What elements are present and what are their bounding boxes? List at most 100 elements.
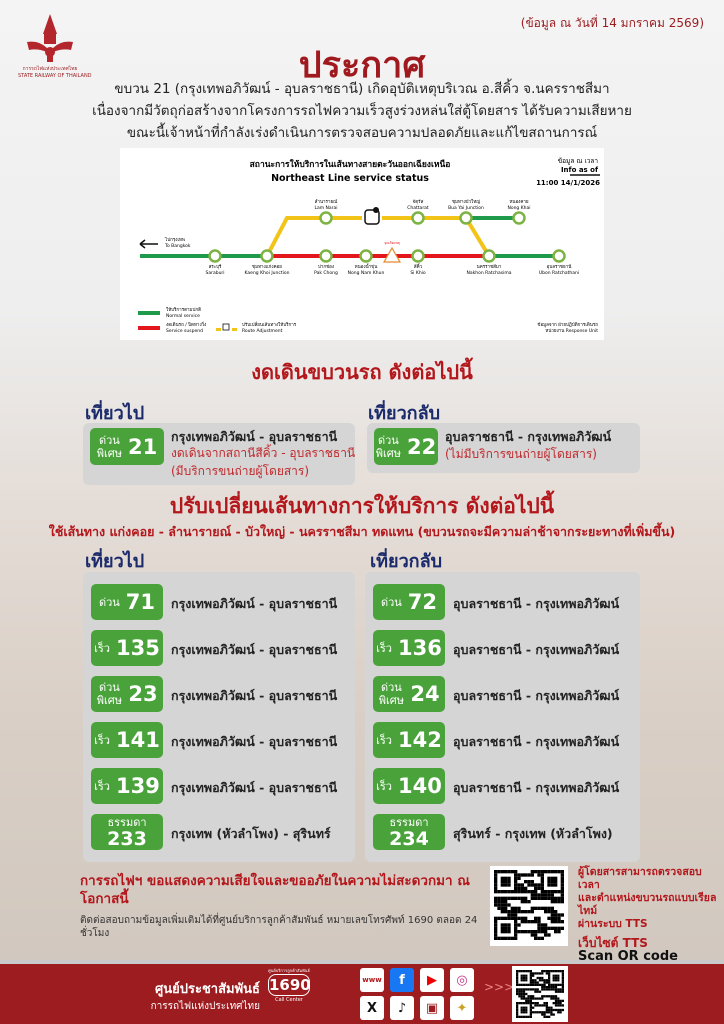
page-title: ประกาศ	[298, 44, 426, 85]
station-label-th: ชุมทางแก่งคอย	[252, 264, 282, 270]
footer: ศูนย์ประชาสัมพันธ์ การรถไฟแห่งประเทศไทย …	[0, 960, 724, 1024]
www-icon[interactable]: www	[360, 968, 384, 992]
train-number: 233	[107, 827, 147, 850]
train-row: ธรรมดา 233 กรุงเทพ (หัวลำโพง) - สุรินทร์	[83, 814, 355, 852]
train-row: เร็ว 136 อุบลราชธานี - กรุงเทพอภิวัฒน์	[365, 630, 640, 668]
train-row: ด่วนพิเศษ 24 อุบลราชธานี - กรุงเทพอภิวัฒน์	[365, 676, 640, 714]
train-note: งดเดินจากสถานีสีคิ้ว - อุบลราชธานี	[171, 446, 356, 460]
train-note: (ไม่มีบริการขนถ่ายผู้โดยสาร)	[445, 447, 597, 461]
train-badge: ด่วนพิเศษ 24	[373, 676, 445, 712]
train-route: กรุงเทพอภิวัฒน์ - อุบลราชธานี	[171, 734, 338, 749]
train-route: กรุงเทพอภิวัฒน์ - อุบลราชธานี	[171, 688, 338, 703]
station-label-th: ชุมทางบัวใหญ่	[452, 199, 480, 205]
station-label-en: Saraburi	[205, 270, 224, 276]
reroute-outbound-label: เที่ยวไป	[85, 551, 145, 572]
youtube-icon[interactable]: ▶	[420, 968, 444, 992]
reroute-title: ปรับเปลี่ยนเส้นทางการให้บริการ ดังต่อไปน…	[169, 494, 555, 518]
footer-org-name: การรถไฟแห่งประเทศไทย	[150, 1001, 260, 1012]
tts-qr-code[interactable]	[490, 866, 568, 946]
source-th: ข้อมูลจาก ฝ่ายปฏิบัติการเดินรถ	[537, 322, 598, 328]
train-route: อุบลราชธานี - กรุงเทพอภิวัฒน์	[453, 642, 620, 657]
line-detour-a	[265, 216, 362, 257]
station-label-th: ลำนารายณ์	[315, 198, 338, 205]
map-title-en: Northeast Line service status	[271, 173, 429, 184]
legend-en: Service suspend	[166, 328, 203, 334]
train-route: กรุงเทพ (หัวลำโพง) - สุรินทร์	[171, 826, 331, 841]
train-type: เร็ว	[376, 641, 392, 655]
legend-th: งดเดินรถ / ปิดทางวิ่ง	[166, 321, 206, 328]
train-type: ด่วนพิเศษ	[96, 681, 122, 707]
facebook-icon[interactable]: f	[390, 968, 414, 992]
station-marker	[411, 211, 425, 225]
tts-line: ผ่านระบบ TTS	[578, 918, 648, 930]
apology-text: การรถไฟฯ ขอแสดงความเสียใจและขออภัยในความ…	[80, 873, 470, 907]
train-row: เร็ว 142 อุบลราชธานี - กรุงเทพอภิวัฒน์	[365, 722, 640, 760]
train-row: ด่วนพิเศษ 23 กรุงเทพอภิวัฒน์ - อุบลราชธานี	[83, 676, 355, 714]
train-type: ด่วน	[98, 595, 120, 609]
footer-qr-code[interactable]	[512, 966, 568, 1022]
train-type: เร็ว	[94, 641, 110, 655]
train-type: ด่วนพิเศษ	[378, 681, 404, 707]
train-badge: ด่วน พิเศษ 21	[90, 428, 164, 465]
call-label: ศูนย์บริการลูกค้าสัมพันธ์	[268, 968, 310, 973]
train-type: พิเศษ	[96, 446, 122, 460]
legend-en: Normal service	[166, 313, 200, 319]
warning-icon	[382, 246, 402, 263]
train-number: 140	[398, 774, 442, 798]
train-number: 71	[125, 590, 156, 614]
station-label-en: Chattarat	[407, 205, 429, 211]
train-row: เร็ว 140 อุบลราชธานี - กรุงเทพอภิวัฒน์	[365, 768, 640, 806]
train-row: ด่วน 71 กรุงเทพอภิวัฒน์ - อุบลราชธานี	[83, 584, 355, 622]
train-note: (มีบริการขนถ่ายผู้โดยสาร)	[171, 464, 310, 478]
train-route: อุบลราชธานี - กรุงเทพอภิวัฒน์	[453, 688, 620, 703]
legend-swatch-suspend	[138, 326, 160, 330]
station-marker	[208, 249, 222, 263]
srt-emblem-icon	[27, 14, 73, 62]
station-label-en: Lam Narai	[314, 205, 337, 211]
cancelled-outbound-label: เที่ยวไป	[85, 403, 145, 424]
srt-logo: การรถไฟแห่งประเทศไทย STATE RAILWAY OF TH…	[18, 12, 92, 80]
cancelled-return-label: เที่ยวกลับ	[368, 403, 441, 424]
train-number: 21	[128, 434, 158, 459]
station: สระบุรีSaraburi	[205, 249, 225, 276]
station-label-th: จัตุรัส	[413, 199, 424, 205]
train-route: อุบลราชธานี - กรุงเทพอภิวัฒน์	[453, 734, 620, 749]
call-center-label: Call Center	[275, 997, 303, 1003]
train-type: เร็ว	[376, 733, 392, 747]
body-line: เนื่องจากมีวัตถุก่อสร้างจากโครงการรถไฟคว…	[92, 103, 632, 119]
train-app-icon[interactable]: ▣	[420, 996, 444, 1020]
tiktok-icon[interactable]: ♪	[390, 996, 414, 1020]
instagram-icon[interactable]: ◎	[450, 968, 474, 992]
arrow-left-icon	[139, 239, 158, 249]
train-number: 22	[407, 434, 437, 459]
station-marker	[459, 211, 473, 225]
train-route: กรุงเทพอภิวัฒน์ - อุบลราชธานี	[171, 642, 338, 657]
station-marker	[512, 211, 526, 225]
station-label-th: หนองคาย	[509, 200, 528, 205]
train-route: กรุงเทพอภิวัฒน์ - อุบลราชธานี	[171, 429, 338, 444]
station-label-en: Bua Yai Junction	[448, 205, 484, 211]
reroute-return-panel: ด่วน 72 อุบลราชธานี - กรุงเทพอภิวัฒน์ เร็ว 1…	[365, 572, 640, 862]
train-route: อุบลราชธานี - กรุงเทพอภิวัฒน์	[453, 780, 620, 795]
body-line: ขณะนี้เจ้าหน้าที่กำลังเร่งดำเนินการตรวจส…	[126, 125, 598, 141]
info-time: 11:00 14/1/2026	[536, 179, 600, 187]
station-label-en: Nong Khai	[507, 205, 530, 211]
footer-arrows: >>>	[484, 980, 515, 994]
station-label-th: อุบลราชธานี	[547, 264, 572, 270]
cancelled-title: งดเดินขบวนรถ ดังต่อไปนี้	[251, 360, 473, 384]
qr-code-icon	[516, 970, 564, 1018]
d-ticket-icon[interactable]: ✦	[450, 996, 474, 1020]
train-route: กรุงเทพอภิวัฒน์ - อุบลราชธานี	[171, 780, 338, 795]
train-type: ด่วน	[377, 433, 399, 447]
train-type: ธรรมดา	[389, 815, 429, 829]
train-number: 72	[407, 590, 438, 614]
train-badge: เร็ว 136	[373, 630, 445, 666]
train-row: เร็ว 141 กรุงเทพอภิวัฒน์ - อุบลราชธานี	[83, 722, 355, 760]
station-marker	[319, 249, 333, 263]
x-icon[interactable]: X	[360, 996, 384, 1020]
call-center-badge[interactable]: ศูนย์บริการลูกค้าสัมพันธ์ 1690 Call Cent…	[268, 968, 311, 1004]
train-row: ธรรมดา 234 สุรินทร์ - กรุงเทพ (หัวลำโพง)	[365, 814, 640, 852]
tts-website[interactable]: เว็บไซต์ TTS	[578, 936, 648, 950]
train-number: 139	[116, 774, 160, 798]
